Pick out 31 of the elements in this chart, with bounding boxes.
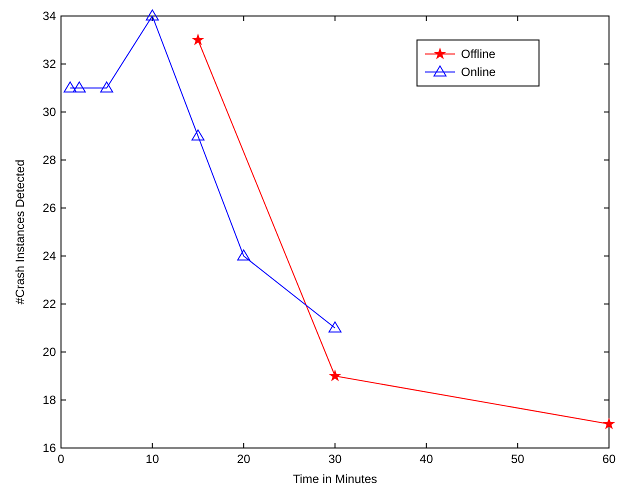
y-tick-label: 22 bbox=[42, 297, 56, 311]
point bbox=[328, 322, 342, 332]
y-tick-label: 18 bbox=[42, 393, 56, 407]
x-tick-label: 60 bbox=[602, 452, 616, 466]
y-tick-label: 34 bbox=[42, 9, 56, 23]
y-tick-label: 30 bbox=[42, 105, 56, 119]
x-tick-label: 50 bbox=[510, 452, 525, 466]
y-tick-label: 28 bbox=[42, 153, 56, 167]
point bbox=[146, 10, 159, 20]
x-tick-label: 20 bbox=[236, 452, 251, 466]
point bbox=[604, 418, 614, 429]
y-tick-label: 20 bbox=[42, 345, 56, 359]
y-axis-title: #Crash Instances Detected bbox=[13, 160, 27, 304]
x-tick-label: 10 bbox=[146, 452, 160, 466]
point bbox=[192, 130, 204, 140]
point bbox=[192, 34, 204, 45]
y-tick-label: 16 bbox=[42, 441, 56, 455]
x-tick-label: 0 bbox=[58, 452, 65, 466]
legend-label: Online bbox=[461, 65, 496, 79]
legend-label: Offline bbox=[461, 47, 496, 61]
point bbox=[72, 82, 86, 92]
point bbox=[100, 82, 114, 92]
y-tick-label: 32 bbox=[42, 57, 56, 71]
y-tick-label: 26 bbox=[42, 201, 56, 215]
x-tick-label: 40 bbox=[420, 452, 434, 466]
y-tick-label: 24 bbox=[42, 249, 56, 263]
point bbox=[237, 250, 250, 260]
point bbox=[64, 82, 77, 92]
x-axis-title: Time in Minutes bbox=[292, 472, 378, 486]
x-tick-label: 30 bbox=[328, 452, 342, 466]
point bbox=[330, 370, 340, 381]
